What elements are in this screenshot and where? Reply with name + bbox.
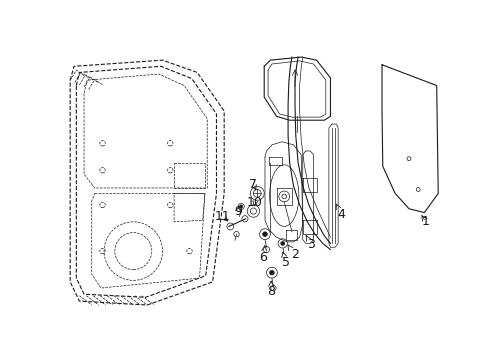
Text: 11: 11 bbox=[215, 210, 230, 223]
Text: 7: 7 bbox=[249, 177, 257, 190]
Text: 3: 3 bbox=[306, 235, 315, 251]
Text: 5: 5 bbox=[282, 252, 290, 269]
Text: 4: 4 bbox=[336, 204, 345, 221]
Circle shape bbox=[281, 242, 285, 245]
Circle shape bbox=[263, 232, 268, 237]
Text: 9: 9 bbox=[234, 204, 242, 217]
Text: 6: 6 bbox=[260, 245, 268, 264]
Text: 10: 10 bbox=[247, 196, 263, 209]
Circle shape bbox=[270, 270, 274, 275]
Text: 2: 2 bbox=[288, 245, 299, 261]
Text: 8: 8 bbox=[267, 281, 275, 298]
Text: 1: 1 bbox=[422, 215, 430, 228]
Circle shape bbox=[240, 205, 243, 208]
